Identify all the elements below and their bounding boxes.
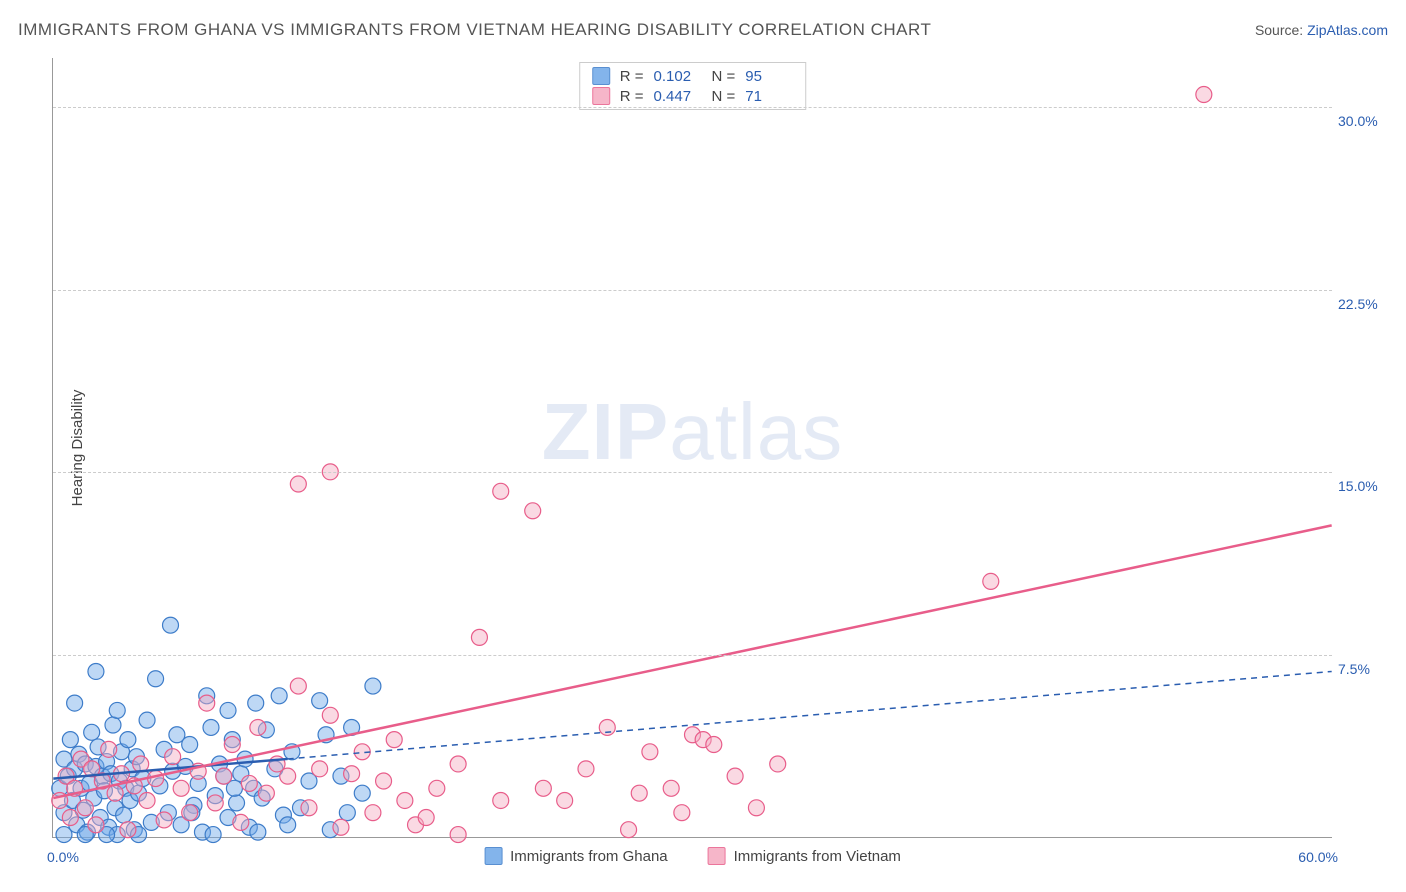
y-tick-label: 30.0% (1338, 113, 1390, 129)
stat-r-label: R = (620, 68, 644, 85)
legend-label-ghana: Immigrants from Ghana (510, 848, 668, 865)
swatch-vietnam-icon (592, 87, 610, 105)
swatch-ghana-icon (592, 67, 610, 85)
chart-svg (53, 58, 1332, 837)
y-tick-label: 7.5% (1338, 661, 1390, 677)
title-bar: IMMIGRANTS FROM GHANA VS IMMIGRANTS FROM… (18, 20, 1388, 40)
stat-n-value-ghana: 95 (745, 68, 793, 85)
legend-item-ghana: Immigrants from Ghana (484, 847, 668, 865)
source-label: Source: (1255, 22, 1303, 38)
legend: Immigrants from Ghana Immigrants from Vi… (484, 847, 901, 865)
y-tick-label: 22.5% (1338, 296, 1390, 312)
stat-n-label: N = (712, 88, 736, 105)
stat-row-ghana: R = 0.102 N = 95 (592, 67, 794, 85)
plot-area: Hearing Disability ZIPatlas R = 0.102 N … (52, 58, 1332, 838)
stat-r-value-vietnam: 0.447 (654, 88, 702, 105)
stat-n-value-vietnam: 71 (745, 88, 793, 105)
legend-swatch-vietnam-icon (708, 847, 726, 865)
x-tick-label: 0.0% (47, 849, 79, 865)
stat-n-label: N = (712, 68, 736, 85)
legend-item-vietnam: Immigrants from Vietnam (708, 847, 901, 865)
x-tick-label: 60.0% (1298, 849, 1338, 865)
y-tick-label: 15.0% (1338, 478, 1390, 494)
chart-title: IMMIGRANTS FROM GHANA VS IMMIGRANTS FROM… (18, 20, 931, 40)
legend-swatch-ghana-icon (484, 847, 502, 865)
source-attribution: Source: ZipAtlas.com (1255, 22, 1388, 38)
stat-r-value-ghana: 0.102 (654, 68, 702, 85)
stat-row-vietnam: R = 0.447 N = 71 (592, 87, 794, 105)
stat-r-label: R = (620, 88, 644, 105)
statistics-box: R = 0.102 N = 95 R = 0.447 N = 71 (579, 62, 807, 110)
source-link[interactable]: ZipAtlas.com (1307, 22, 1388, 38)
legend-label-vietnam: Immigrants from Vietnam (734, 848, 901, 865)
